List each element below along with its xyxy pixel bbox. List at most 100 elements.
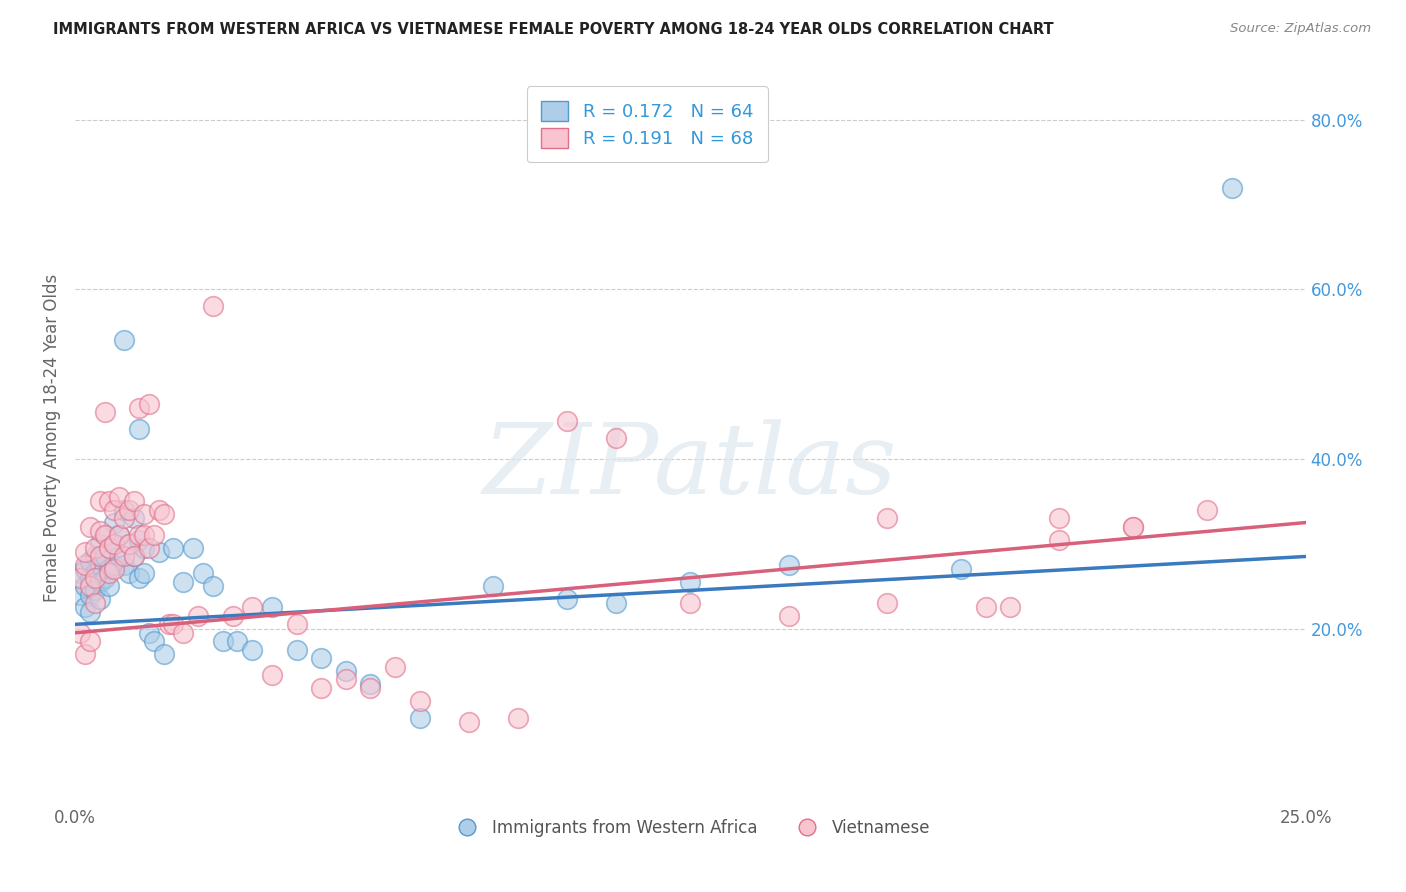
Point <box>73 579 96 593</box>
Point <box>118 537 141 551</box>
Point <box>93 405 115 419</box>
Point <box>122 494 145 508</box>
Point <box>148 545 170 559</box>
Point <box>98 562 121 576</box>
Point <box>128 533 150 547</box>
Point <box>162 541 184 555</box>
Point <box>309 651 332 665</box>
Point <box>1197 503 1219 517</box>
Point <box>152 507 174 521</box>
Point <box>138 397 160 411</box>
Point <box>83 596 105 610</box>
Point <box>201 579 224 593</box>
Point <box>157 617 180 632</box>
Point <box>89 524 111 538</box>
Point <box>132 541 155 555</box>
Point <box>118 566 141 581</box>
Point <box>98 566 121 581</box>
Point <box>112 511 135 525</box>
Point <box>69 625 91 640</box>
Point <box>73 600 96 615</box>
Point <box>359 681 381 695</box>
Point <box>122 511 145 525</box>
Point <box>83 541 105 555</box>
Point <box>482 579 505 593</box>
Point <box>79 605 101 619</box>
Point <box>359 676 381 690</box>
Point <box>93 528 115 542</box>
Point <box>103 516 125 530</box>
Point <box>89 558 111 572</box>
Point <box>112 503 135 517</box>
Point <box>108 490 131 504</box>
Point <box>1047 533 1070 547</box>
Point <box>285 617 308 632</box>
Point <box>1122 520 1144 534</box>
Point <box>79 520 101 534</box>
Point <box>69 588 91 602</box>
Point <box>138 541 160 555</box>
Point <box>118 537 141 551</box>
Point <box>69 566 91 581</box>
Point <box>605 596 627 610</box>
Y-axis label: Female Poverty Among 18-24 Year Olds: Female Poverty Among 18-24 Year Olds <box>44 274 60 602</box>
Point <box>335 673 357 687</box>
Point <box>555 591 578 606</box>
Point <box>83 566 105 581</box>
Point <box>83 549 105 564</box>
Point <box>260 600 283 615</box>
Point <box>98 541 121 555</box>
Point <box>240 642 263 657</box>
Point <box>112 333 135 347</box>
Point <box>112 549 135 564</box>
Point <box>285 642 308 657</box>
Point <box>73 545 96 559</box>
Point <box>93 528 115 542</box>
Point <box>679 574 702 589</box>
Point <box>83 571 105 585</box>
Point <box>132 507 155 521</box>
Point <box>132 566 155 581</box>
Point <box>335 664 357 678</box>
Point <box>89 591 111 606</box>
Point <box>98 579 121 593</box>
Point <box>679 596 702 610</box>
Point <box>69 571 91 585</box>
Point <box>949 562 972 576</box>
Point <box>79 634 101 648</box>
Point <box>112 558 135 572</box>
Point <box>201 299 224 313</box>
Point <box>457 714 479 729</box>
Text: IMMIGRANTS FROM WESTERN AFRICA VS VIETNAMESE FEMALE POVERTY AMONG 18-24 YEAR OLD: IMMIGRANTS FROM WESTERN AFRICA VS VIETNA… <box>53 22 1054 37</box>
Point <box>142 634 165 648</box>
Point <box>93 549 115 564</box>
Point <box>226 634 249 648</box>
Point <box>89 494 111 508</box>
Point <box>103 537 125 551</box>
Point <box>876 596 898 610</box>
Point <box>73 562 96 576</box>
Point <box>73 647 96 661</box>
Point <box>103 558 125 572</box>
Point <box>191 566 214 581</box>
Point <box>148 503 170 517</box>
Point <box>83 583 105 598</box>
Point <box>1047 511 1070 525</box>
Point <box>128 571 150 585</box>
Point <box>408 693 430 707</box>
Point <box>128 528 150 542</box>
Point <box>181 541 204 555</box>
Point <box>108 528 131 542</box>
Point <box>93 571 115 585</box>
Point <box>778 608 800 623</box>
Point <box>187 608 209 623</box>
Point <box>98 541 121 555</box>
Point <box>103 537 125 551</box>
Point <box>79 588 101 602</box>
Point <box>73 558 96 572</box>
Point <box>79 571 101 585</box>
Point <box>79 554 101 568</box>
Point <box>122 549 145 564</box>
Point <box>128 401 150 416</box>
Point <box>172 574 194 589</box>
